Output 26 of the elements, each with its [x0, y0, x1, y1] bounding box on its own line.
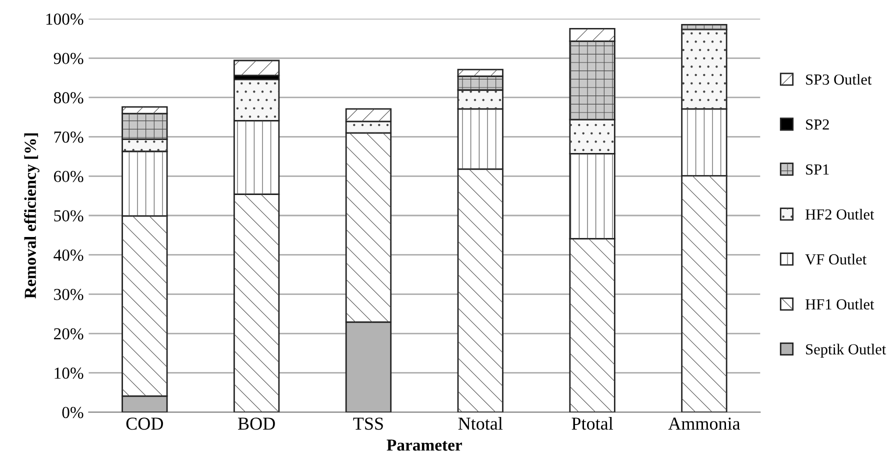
legend-label: Septik Outlet — [806, 344, 886, 358]
legend-label: SP3 Outlet — [806, 74, 872, 85]
x-tick-label: Ntotal — [458, 417, 503, 430]
y-tick-label: 70% — [54, 132, 84, 143]
legend-label: VF Outlet — [805, 254, 867, 265]
x-tick-label: Ptotal — [572, 417, 613, 430]
legend-label: HF1 Outlet — [806, 298, 874, 310]
y-tick-label: 40% — [54, 250, 84, 261]
x-axis-title: Parameter — [386, 440, 462, 451]
legend-label: SP1 — [806, 164, 829, 175]
legend-label: SP2 — [806, 119, 829, 130]
x-tick-label: TSS — [353, 418, 383, 430]
y-tick-label: 100% — [46, 14, 84, 25]
y-tick-label: 10% — [54, 368, 84, 379]
y-tick-label: 30% — [54, 288, 84, 300]
y-tick-label: 90% — [54, 52, 84, 64]
y-tick-label: 0% — [62, 406, 84, 418]
y-tick-label: 50% — [54, 210, 84, 222]
x-tick-label: COD — [126, 418, 163, 430]
y-tick-label: 60% — [54, 170, 84, 182]
x-tick-label: BOD — [238, 418, 275, 430]
y-tick-label: 20% — [54, 328, 84, 340]
y-axis-title: Removal efficiency [%] — [24, 133, 40, 299]
x-tick-label: Ammonia — [668, 418, 740, 430]
y-tick-label: 80% — [54, 92, 84, 104]
legend-label: HF2 Outlet — [806, 208, 874, 220]
